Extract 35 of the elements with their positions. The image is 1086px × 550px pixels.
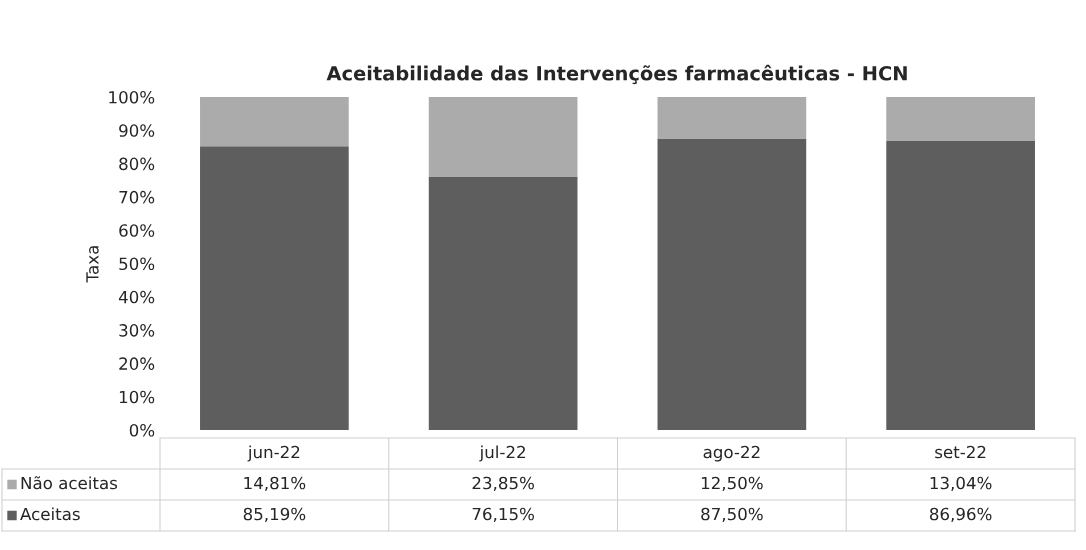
y-axis-title: Taxa xyxy=(86,246,99,283)
data-label: 76,15% xyxy=(472,507,534,523)
y-tick-label: 80% xyxy=(119,157,155,171)
bar xyxy=(886,97,1035,141)
data-label: 14,81% xyxy=(244,476,306,492)
chart-title: Aceitabilidade das Intervenções farmacêuticas - HCN xyxy=(326,64,907,85)
y-tick-label: 90% xyxy=(119,124,155,137)
x-tick-label: ago-22 xyxy=(703,445,760,462)
bar xyxy=(200,97,349,147)
bar xyxy=(886,140,1035,430)
bar xyxy=(657,97,807,139)
y-tick-label: 20% xyxy=(119,357,155,370)
x-tick-label: set-22 xyxy=(935,445,986,459)
data-label: 87,50% xyxy=(701,507,763,523)
bar xyxy=(200,146,349,430)
data-label: 13,04% xyxy=(930,476,992,492)
data-label: 85,19% xyxy=(243,507,306,523)
legend-label: Aceitas xyxy=(20,507,80,521)
y-tick-label: 60% xyxy=(119,224,155,237)
data-label: 86,96% xyxy=(929,507,992,523)
bar xyxy=(657,138,807,430)
y-tick-label: 40% xyxy=(118,290,155,304)
y-tick-label: 30% xyxy=(119,324,155,337)
bar xyxy=(428,97,578,177)
data-label: 12,50% xyxy=(701,476,763,492)
y-tick-label: 70% xyxy=(119,190,155,204)
y-tick-label: 0% xyxy=(129,423,155,437)
data-label: 23,85% xyxy=(472,476,534,492)
y-tick-label: 10% xyxy=(119,390,155,404)
y-tick-label: 100% xyxy=(109,90,155,104)
x-tick-label: jul-22 xyxy=(479,445,525,462)
y-tick-label: 50% xyxy=(119,257,155,271)
x-tick-label: jun-22 xyxy=(247,445,300,462)
bar xyxy=(428,176,578,430)
legend-label: Não aceitas xyxy=(21,476,118,490)
